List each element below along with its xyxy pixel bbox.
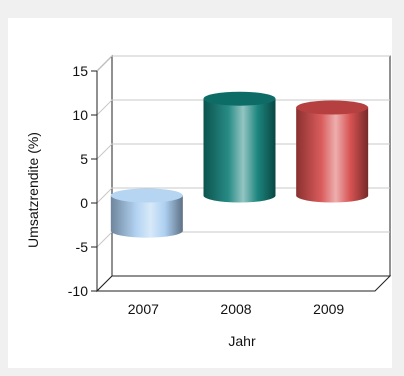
y-ticks: 15 10 5 0 -5 -10 [68,63,98,299]
gridline [96,99,390,116]
y-tick-label: 15 [72,63,88,79]
bottom-frame-strip [0,368,404,376]
bar-2008 [203,91,276,203]
floor [95,275,392,292]
x-tick-label: 2009 [313,301,344,317]
top-frame-strip [0,0,404,18]
y-tick-label: 5 [80,151,88,167]
y-tick-label: -5 [76,239,89,255]
x-ticks: 2007 2008 2009 [97,290,375,317]
cylinder-body [296,107,369,203]
y-tick-label: -10 [68,283,88,299]
cylinder-top [110,188,183,203]
cylinder-body [110,195,183,238]
y-tick-label: 0 [80,195,88,211]
bar-2007 [110,188,183,238]
y-axis-title: Umsatzrendite (%) [25,132,41,248]
cylinder-body [203,98,276,203]
bar-2009 [296,100,369,203]
y-tick-label: 10 [72,107,88,123]
x-axis-title: Jahr [228,333,256,349]
gridline [96,55,390,72]
x-tick-label: 2008 [220,301,251,317]
cylinder-top [296,100,369,115]
right-frame-strip [392,0,404,376]
left-frame-strip [0,0,8,376]
bars [110,91,369,238]
left-wall [96,54,113,293]
x-tick-label: 2007 [128,301,159,317]
cylinder-top [203,91,276,106]
